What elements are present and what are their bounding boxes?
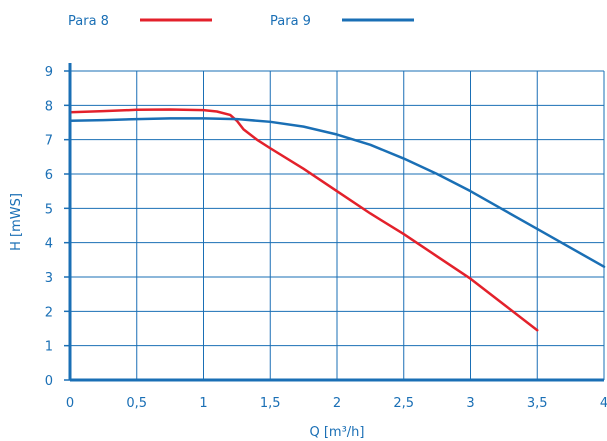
x-tick-label: 2 [333,396,341,411]
y-tick-label: 2 [45,305,53,320]
grid [69,70,605,381]
x-tick-labels: 0 0,5 1 1,5 2 2,5 3 3,5 4 [66,396,607,411]
x-tick-label: 0 [66,396,74,411]
legend-label-para-8: Para 8 [68,14,109,29]
x-tick-label: 1,5 [260,396,281,411]
x-tick-label: 1 [199,396,207,411]
y-tick-label: 8 [45,99,53,114]
curves [68,108,606,332]
x-tick-label: 3 [466,396,474,411]
x-tick-label: 0,5 [126,396,147,411]
legend: Para 8 Para 9 [68,14,414,29]
y-tick-label: 6 [45,168,53,183]
legend-item-para-9: Para 9 [270,14,414,29]
y-tick-label: 3 [45,271,53,286]
series-line-para-8 [68,108,539,332]
legend-label-para-9: Para 9 [270,14,311,29]
x-tick-label: 4 [600,396,607,411]
y-tick-label: 4 [45,237,53,252]
x-tick-label: 3,5 [527,396,548,411]
y-tick-label: 5 [45,202,53,217]
y-tick-label: 1 [45,340,53,355]
axes [64,63,604,382]
x-tick-label: 2,5 [393,396,414,411]
y-tick-labels: 0 1 2 3 4 5 6 7 8 9 [45,65,53,389]
series-line-para-9 [68,117,606,268]
y-tick-label: 9 [45,65,53,80]
y-axis-title: H [mWS] [9,193,24,251]
x-axis-title: Q [m³/h] [309,425,364,440]
legend-item-para-8: Para 8 [68,14,212,29]
y-tick-label: 7 [45,134,53,149]
y-tick-label: 0 [45,374,53,389]
